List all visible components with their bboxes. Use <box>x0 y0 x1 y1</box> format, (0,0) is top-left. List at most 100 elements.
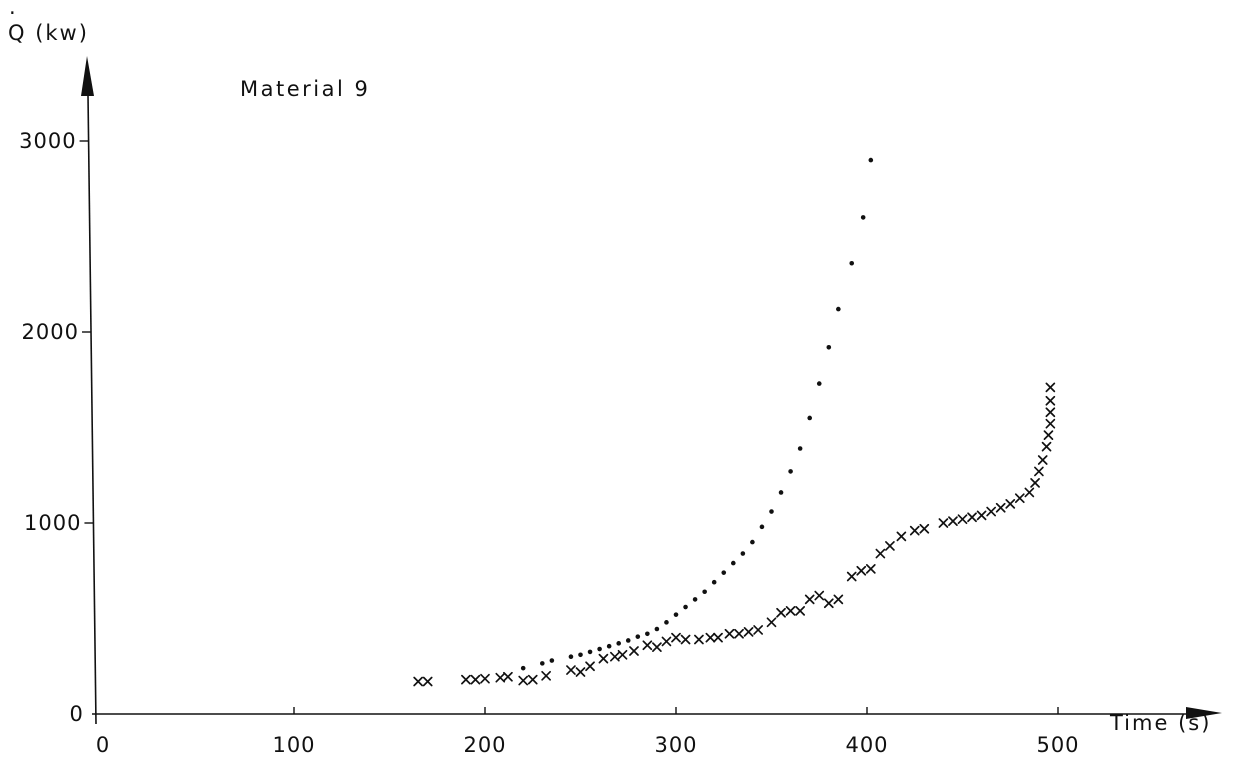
data-point-dot <box>721 570 727 575</box>
data-point-cross <box>776 607 786 618</box>
cross-stroke <box>661 636 672 647</box>
data-point-cross <box>957 514 968 525</box>
y-axis-line <box>87 94 97 725</box>
data-point-cross <box>1045 395 1056 406</box>
data-point-cross <box>652 642 662 653</box>
x-tick-label: 300 <box>654 733 697 757</box>
data-point-dot <box>606 643 612 649</box>
cross-stroke <box>885 541 895 551</box>
series-dots <box>520 157 874 671</box>
data-point-cross <box>785 606 796 616</box>
data-point-cross <box>1014 493 1025 504</box>
cross-stroke <box>1041 441 1052 452</box>
data-point-cross <box>422 676 433 687</box>
data-point-dot <box>625 638 631 643</box>
y-tick-label: 1000 <box>24 511 81 535</box>
data-point-dot <box>692 597 698 602</box>
cross-stroke <box>527 674 538 685</box>
data-point-cross <box>995 502 1006 513</box>
cross-stroke <box>1030 478 1040 488</box>
cross-stroke <box>909 525 920 536</box>
data-point-cross <box>919 523 930 534</box>
cross-stroke <box>957 514 968 525</box>
data-point-cross <box>766 617 777 628</box>
cross-stroke <box>938 518 949 528</box>
data-point-cross <box>795 606 806 616</box>
data-point-cross <box>865 563 876 574</box>
data-point-dot <box>797 446 803 451</box>
cross-stroke <box>575 667 586 677</box>
data-point-cross <box>617 649 628 660</box>
cross-stroke <box>734 628 744 639</box>
data-point-cross <box>705 632 716 643</box>
data-point-dot <box>578 652 583 658</box>
cross-stroke <box>896 531 907 542</box>
data-point-cross <box>461 674 471 685</box>
cross-stroke <box>776 607 786 618</box>
data-point-cross <box>585 661 595 672</box>
data-point-dot <box>740 551 746 556</box>
cross-stroke <box>1024 487 1035 498</box>
cross-stroke <box>1037 455 1048 465</box>
cross-stroke <box>785 606 796 616</box>
data-point-cross <box>734 628 744 639</box>
data-point-cross <box>724 628 735 639</box>
data-point-dot <box>540 661 545 666</box>
data-point-cross <box>566 665 576 675</box>
x-axis-arrow <box>1186 707 1222 719</box>
cross-stroke <box>694 634 704 645</box>
data-point-cross <box>1024 487 1035 498</box>
cross-stroke <box>503 671 513 682</box>
cross-stroke <box>856 565 867 576</box>
data-point-cross <box>541 670 551 681</box>
data-point-dot <box>702 589 707 595</box>
chart-title: Material 9 <box>240 77 370 101</box>
data-point-dot <box>860 215 866 220</box>
data-point-dot <box>849 260 855 266</box>
cross-stroke <box>598 653 609 664</box>
data-point-cross <box>1045 382 1056 393</box>
cross-stroke <box>705 632 716 643</box>
x-tick-label: 200 <box>463 733 506 757</box>
cross-stroke <box>875 548 886 559</box>
data-point-cross <box>856 565 867 576</box>
cross-stroke <box>823 598 834 609</box>
data-point-cross <box>470 674 481 685</box>
cross-stroke <box>865 563 876 574</box>
data-point-dot <box>731 560 736 566</box>
data-point-dot <box>769 509 774 514</box>
cross-stroke <box>713 632 723 643</box>
data-point-cross <box>948 516 958 526</box>
data-point-cross <box>610 651 620 662</box>
data-point-cross <box>986 506 997 517</box>
data-point-cross <box>629 646 639 656</box>
cross-stroke <box>753 625 763 635</box>
data-point-cross <box>1043 430 1054 440</box>
data-point-cross <box>846 571 857 582</box>
data-point-cross <box>671 632 681 643</box>
data-point-cross <box>823 598 834 609</box>
data-point-dot <box>778 490 784 495</box>
y-axis-label: Q (kw) <box>8 21 89 45</box>
plot-area <box>413 157 1056 687</box>
cross-stroke <box>629 646 639 656</box>
cross-stroke <box>1034 466 1044 477</box>
cross-stroke <box>566 665 576 675</box>
data-point-cross <box>967 512 977 523</box>
data-point-cross <box>495 672 506 683</box>
cross-stroke <box>1005 499 1016 509</box>
data-point-cross <box>814 590 825 601</box>
data-point-dot <box>616 641 621 646</box>
data-point-cross <box>575 667 586 677</box>
cross-stroke <box>833 594 844 605</box>
series-crosses <box>413 382 1056 687</box>
data-point-dot <box>673 612 679 617</box>
data-point-cross <box>1005 499 1016 509</box>
data-point-cross <box>480 673 490 684</box>
cross-stroke <box>610 651 620 662</box>
cross-stroke <box>846 571 857 582</box>
data-point-dot <box>683 604 688 610</box>
data-point-dot <box>807 415 812 421</box>
data-point-dot <box>664 620 669 625</box>
data-point-cross <box>753 625 763 635</box>
